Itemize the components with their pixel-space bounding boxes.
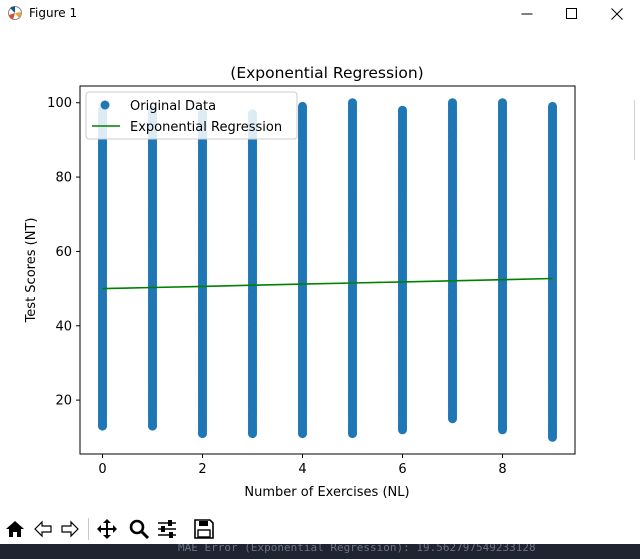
title-bar[interactable]: Figure 1 bbox=[0, 0, 640, 28]
terminal-output-line: MAE Error (Exponential Regression): 19.5… bbox=[178, 544, 536, 554]
magnifier-icon bbox=[129, 519, 150, 540]
figure-canvas[interactable]: 0 2 4 6 8 20 40 60 80 100 (Exponential Regressio… bbox=[0, 28, 640, 512]
minimize-button[interactable] bbox=[504, 0, 550, 28]
y-tick-label: 40 bbox=[55, 319, 72, 334]
forward-button[interactable] bbox=[57, 516, 83, 542]
navigation-toolbar bbox=[0, 514, 640, 544]
maximize-icon bbox=[566, 8, 577, 19]
maximize-button[interactable] bbox=[548, 0, 594, 28]
back-button[interactable] bbox=[30, 516, 56, 542]
data-point bbox=[548, 101, 557, 111]
data-point bbox=[498, 98, 507, 108]
data-point bbox=[298, 101, 307, 111]
forward-arrow-icon bbox=[61, 520, 79, 538]
back-arrow-icon bbox=[34, 520, 52, 538]
chart-title: (Exponential Regression) bbox=[230, 64, 423, 82]
x-tick-label: 6 bbox=[398, 462, 406, 477]
regression-layer bbox=[102, 277, 553, 290]
data-point bbox=[398, 105, 407, 115]
x-axis-label: Number of Exercises (NL) bbox=[244, 485, 409, 500]
y-tick-label: 60 bbox=[55, 245, 72, 260]
minimize-icon bbox=[521, 13, 533, 15]
data-point bbox=[448, 98, 457, 108]
close-button[interactable] bbox=[594, 0, 640, 28]
configure-subplots-button[interactable] bbox=[154, 516, 180, 542]
home-button[interactable] bbox=[2, 516, 28, 542]
x-tick-label: 0 bbox=[98, 462, 106, 477]
y-tick-label: 100 bbox=[47, 96, 72, 111]
close-icon bbox=[611, 8, 623, 20]
sliders-icon bbox=[158, 520, 176, 538]
legend-label-exponential-regression: Exponential Regression bbox=[130, 120, 282, 135]
x-tick-label: 8 bbox=[498, 462, 506, 477]
pan-button[interactable] bbox=[94, 516, 120, 542]
terminal-background: MAE Error (Exponential Regression): 19.5… bbox=[0, 544, 640, 559]
x-axis-ticks: 0 2 4 6 8 bbox=[98, 454, 507, 477]
legend-label-original-data: Original Data bbox=[130, 99, 216, 114]
y-tick-label: 80 bbox=[55, 171, 72, 186]
floppy-disk-icon bbox=[194, 519, 214, 539]
toolbar-separator bbox=[88, 518, 89, 540]
y-axis-label: Test Scores (NT) bbox=[24, 218, 39, 324]
legend-frame bbox=[85, 91, 298, 140]
regression-line bbox=[102, 277, 553, 290]
window-edge bbox=[634, 100, 640, 160]
scatter-plot[interactable]: 0 2 4 6 8 20 40 60 80 100 (Exponential Regressio… bbox=[0, 28, 640, 512]
save-button[interactable] bbox=[191, 516, 217, 542]
y-axis-ticks: 20 40 60 80 100 bbox=[47, 96, 80, 409]
plot-area bbox=[79, 85, 576, 455]
legend-marker-original-data bbox=[100, 100, 110, 110]
home-icon bbox=[6, 521, 24, 537]
y-tick-label: 20 bbox=[55, 394, 72, 409]
x-tick-label: 2 bbox=[198, 462, 206, 477]
data-point bbox=[348, 98, 357, 108]
window-title: Figure 1 bbox=[29, 6, 78, 20]
move-icon bbox=[97, 519, 117, 539]
zoom-button[interactable] bbox=[126, 516, 152, 542]
legend: Original Data Exponential Regression bbox=[85, 91, 298, 140]
x-tick-label: 4 bbox=[298, 462, 306, 477]
matplotlib-app-icon bbox=[8, 6, 22, 20]
